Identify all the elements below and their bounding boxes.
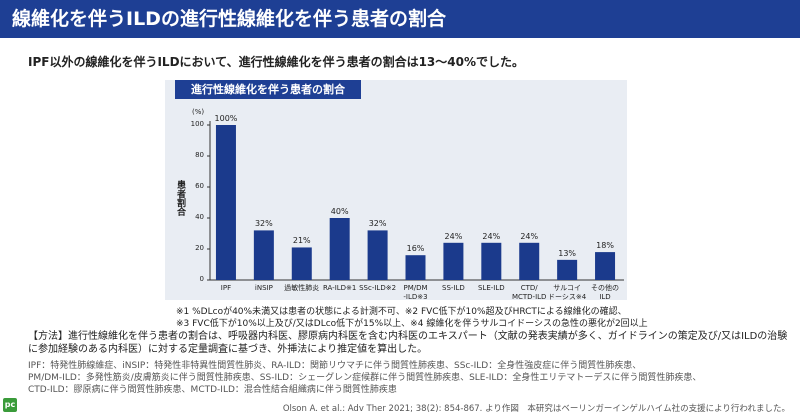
x-tick-label: PM/DM -ILD※3 <box>403 284 428 301</box>
abbreviation: CTD-ILD：膠原病に伴う間質性肺疾患、MCTD-ILD：混合性結合組織病に伴… <box>28 385 397 395</box>
value-label: 32% <box>254 219 273 229</box>
x-tick-label: CTD/ MCTD-ILD <box>511 284 547 301</box>
bar <box>595 252 616 280</box>
bar <box>329 218 350 280</box>
x-tick-label: RA-ILD※1 <box>322 284 357 292</box>
y-tick-label: 100 <box>190 120 204 128</box>
value-label: 32% <box>368 219 387 229</box>
x-tick-label: SSc-ILD※2 <box>359 284 397 292</box>
bar <box>405 255 426 280</box>
value-label: 100% <box>214 114 238 123</box>
bar <box>519 242 540 280</box>
x-tick-label: iNSIP <box>254 284 273 292</box>
x-tick-label: SS-ILD <box>442 284 465 292</box>
value-label: 24% <box>482 231 501 241</box>
value-label: 16% <box>406 244 425 254</box>
bar <box>253 230 274 280</box>
y-tick-label: 80 <box>195 151 204 159</box>
bar <box>291 247 312 280</box>
footnote: ※1 %DLcoが40%未満又は患者の状態による計測不可、※2 FVC低下が10… <box>176 307 627 317</box>
subtitle: IPF以外の線維化を伴うILDにおいて、進行性線維化を伴う患者の割合は13～40… <box>28 55 524 69</box>
chart-title: 進行性線維化を伴う患者の割合 <box>175 80 361 99</box>
bar <box>557 259 578 280</box>
chart-panel <box>165 80 627 300</box>
value-label: 24% <box>520 231 539 241</box>
bar <box>215 125 236 280</box>
value-label: 13% <box>558 248 577 258</box>
value-label: 24% <box>444 231 463 241</box>
bar <box>481 242 502 280</box>
y-tick-label: 0 <box>199 275 204 283</box>
y-tick-label: 60 <box>195 182 204 190</box>
x-tick-label: その他の ILD <box>591 284 620 301</box>
citation: Olson A. et al.: Adv Ther 2021; 38(2): 8… <box>282 404 790 414</box>
value-label: 40% <box>330 207 349 216</box>
value-label: 21% <box>292 236 311 246</box>
abbreviation: PM/DM-ILD：多発性筋炎/皮膚筋炎に伴う間質性肺疾患、SS-ILD：シェー… <box>28 373 702 383</box>
logo: pc <box>3 398 17 412</box>
x-tick-label: 過敏性肺炎 <box>284 284 320 292</box>
y-tick-label: 40 <box>195 213 204 221</box>
x-tick-label: サルコイ ドーシス※4 <box>548 284 587 301</box>
abbreviation: IPF：特発性肺線維症、iNSIP：特発性非特異性間質性肺炎、RA-ILD：関節… <box>28 361 642 371</box>
bar <box>443 242 464 280</box>
bar <box>367 230 388 280</box>
value-label: 18% <box>596 241 614 251</box>
x-tick-label: SLE-ILD <box>477 284 505 292</box>
footnote: ※3 FVC低下が10%以上及び/又はDLco低下が15%以上、※4 線維化を伴… <box>176 319 648 329</box>
header-title: 線維化を伴うILDの進行性線維化を伴う患者の割合 <box>0 0 800 38</box>
y-axis-label: 患者割合 <box>175 180 185 216</box>
y-unit: (%) <box>192 108 205 116</box>
methods: 【方法】進行性線維化を伴う患者の割合は、呼吸器内科医、膠原病内科医を含む内科医の… <box>28 331 788 355</box>
y-tick-label: 20 <box>195 244 204 252</box>
x-tick-label: IPF <box>220 284 232 292</box>
